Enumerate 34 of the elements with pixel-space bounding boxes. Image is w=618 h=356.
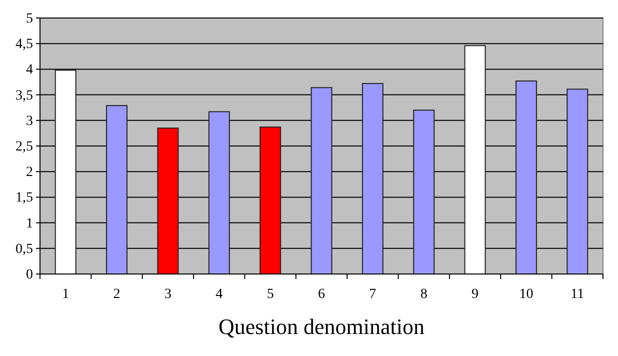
bar [310, 87, 332, 274]
y-tick-label: 1,5 [16, 190, 33, 206]
x-tick-label: 1 [62, 287, 70, 302]
bar [566, 88, 588, 274]
x-axis-title: Question denomination [218, 314, 424, 339]
bar [157, 128, 179, 274]
bar [106, 105, 128, 274]
bar [362, 83, 384, 274]
bar [208, 111, 230, 274]
x-tick-label: 10 [519, 287, 534, 302]
x-tick-label: 11 [570, 287, 584, 302]
x-tick-label: 5 [266, 287, 274, 302]
y-tick-label: 3 [26, 114, 33, 129]
y-tick-label: 4,5 [16, 37, 33, 52]
y-tick-label: 2,5 [16, 139, 33, 154]
y-tick-label: 1 [26, 216, 33, 232]
x-tick-label: 9 [472, 287, 479, 302]
y-tick-label: 4 [26, 62, 33, 78]
bar [413, 110, 435, 274]
x-tick-label: 6 [318, 287, 325, 302]
bar [260, 126, 282, 274]
bar [54, 70, 76, 274]
x-tick-label: 2 [113, 287, 120, 302]
y-tick-label: 2 [26, 165, 33, 180]
y-tick-label: 5 [26, 11, 33, 26]
bar [464, 45, 486, 274]
y-tick-label: 0 [26, 267, 33, 282]
x-tick-label: 7 [369, 287, 376, 302]
y-tick-label: 0,5 [16, 242, 33, 257]
bar [515, 80, 537, 274]
y-tick-label: 3,5 [16, 88, 33, 104]
x-tick-label: 4 [216, 287, 223, 302]
x-tick-label: 3 [164, 287, 172, 302]
x-tick-label: 8 [420, 287, 428, 302]
